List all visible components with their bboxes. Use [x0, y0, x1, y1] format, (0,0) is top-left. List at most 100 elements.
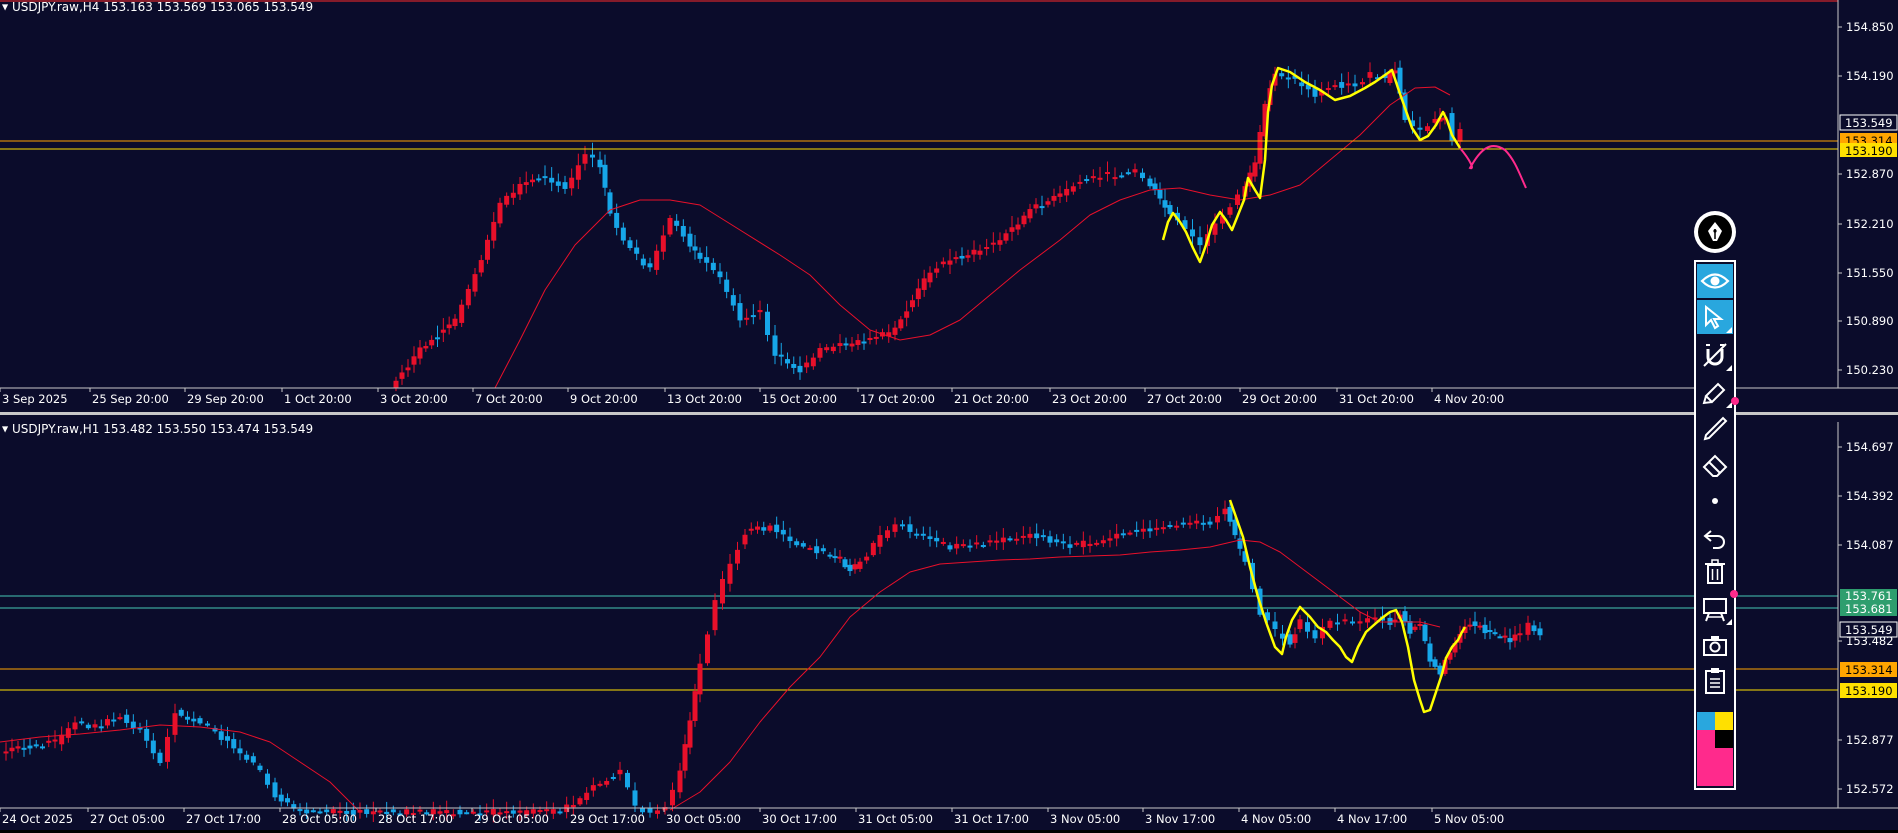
candle	[3, 742, 9, 761]
selected-color-swatch[interactable]	[1697, 748, 1733, 786]
clipboard-button[interactable]	[1697, 664, 1733, 698]
candle-body	[1335, 622, 1340, 625]
candle-body	[772, 335, 778, 356]
presentation-mode-button[interactable]	[1697, 590, 1738, 626]
candle-body	[785, 359, 790, 364]
collapse-arrow-icon[interactable]: ▼	[2, 2, 9, 12]
candle-body	[744, 317, 750, 320]
candle-body	[1257, 132, 1263, 164]
cursor-arrow-icon	[1705, 304, 1724, 330]
h1-price-chart[interactable]: 154.697154.392154.087153.482152.877152.5…	[0, 422, 1898, 830]
candle	[72, 716, 78, 735]
candle-body	[1427, 643, 1433, 662]
candle-body	[384, 811, 390, 814]
candle	[940, 257, 946, 268]
cursor-tool-button[interactable]	[1697, 300, 1733, 334]
candle-body	[304, 809, 310, 814]
candle	[625, 770, 630, 790]
candle-body	[842, 559, 848, 568]
candle	[536, 174, 542, 183]
collapse-arrow-icon[interactable]: ▼	[2, 424, 9, 434]
candle	[1154, 519, 1160, 536]
magnet-off-button[interactable]	[1697, 338, 1733, 372]
brush-size-button[interactable]	[1697, 484, 1733, 518]
candle	[947, 248, 953, 275]
candle-body	[497, 202, 503, 224]
candle-body	[984, 247, 990, 250]
candle-body	[610, 776, 616, 779]
undo-button[interactable]	[1697, 520, 1733, 554]
candle	[627, 236, 633, 251]
pencil-line-icon	[1703, 416, 1728, 441]
color-swatch-pink[interactable]	[1697, 730, 1715, 748]
candle	[557, 808, 563, 815]
eraser-tool-button[interactable]	[1697, 448, 1733, 482]
candle	[692, 683, 698, 727]
pen-settings-button[interactable]	[1697, 375, 1739, 409]
h4-chart-pane[interactable]: 154.850 154.190 152.870 152.210 151.550 150.8…	[0, 0, 1898, 406]
color-swatch-blue[interactable]	[1697, 712, 1715, 730]
candle-body	[677, 770, 683, 793]
price-label: 154.087	[1846, 538, 1894, 552]
candle-body	[542, 176, 548, 179]
candle-body	[550, 809, 556, 814]
time-label: 30 Oct 05:00	[666, 812, 741, 826]
candle-body	[15, 746, 21, 749]
delete-all-button[interactable]	[1697, 555, 1733, 589]
candle-body	[575, 165, 581, 180]
line-tool-button[interactable]	[1697, 412, 1733, 446]
current-price-text: 153.549	[1845, 623, 1893, 637]
candle	[697, 247, 703, 264]
color-swatch-black[interactable]	[1715, 730, 1733, 748]
candle	[1437, 662, 1443, 677]
candle-body	[1410, 120, 1415, 127]
candle-body	[627, 240, 633, 249]
candle	[1020, 526, 1026, 545]
candle-body	[914, 533, 920, 536]
candle	[1105, 161, 1110, 182]
candle	[430, 801, 436, 821]
candle	[1305, 613, 1310, 639]
candle-body	[144, 728, 150, 741]
candle-body	[510, 192, 516, 198]
pen-brand-button[interactable]	[1694, 211, 1736, 253]
time-label: 31 Oct 05:00	[858, 812, 933, 826]
candle-body	[1034, 533, 1040, 539]
candle-body	[85, 724, 91, 729]
candle-body	[787, 536, 793, 542]
candle	[1467, 617, 1473, 631]
candle	[654, 244, 660, 275]
candle	[65, 722, 71, 743]
candle-body	[523, 182, 529, 185]
h4-price-chart[interactable]: 154.850 154.190 152.870 152.210 151.550 150.8…	[0, 0, 1898, 406]
visibility-toggle-button[interactable]	[1697, 264, 1733, 298]
h1-chart-pane[interactable]: 154.697 154.392 154.087 153.482 152.877 152.5…	[0, 422, 1898, 830]
candle-body	[570, 804, 576, 808]
candle-body	[804, 362, 810, 368]
screenshot-button[interactable]	[1697, 628, 1733, 662]
candle-body	[870, 542, 876, 556]
candle-body	[1357, 621, 1363, 624]
candle-body	[1027, 533, 1033, 538]
color-swatch-yellow[interactable]	[1715, 712, 1733, 730]
candle	[965, 249, 971, 263]
candle-body	[1262, 103, 1268, 137]
undo-icon	[1703, 530, 1725, 549]
candle-body	[337, 810, 343, 813]
candle	[1472, 611, 1478, 634]
candle	[687, 712, 693, 755]
candle	[1305, 74, 1311, 98]
price-label: 154.392	[1846, 489, 1894, 503]
candle	[105, 715, 110, 729]
candle	[1087, 535, 1093, 553]
candle	[530, 803, 536, 819]
submenu-corner-icon	[1726, 365, 1732, 371]
candle-body	[105, 719, 110, 726]
candle	[767, 522, 773, 533]
candle-body	[832, 556, 838, 559]
pane-separator[interactable]	[0, 412, 1898, 415]
candle-body	[424, 812, 430, 815]
candle	[640, 805, 645, 815]
candle-body	[1462, 626, 1468, 633]
